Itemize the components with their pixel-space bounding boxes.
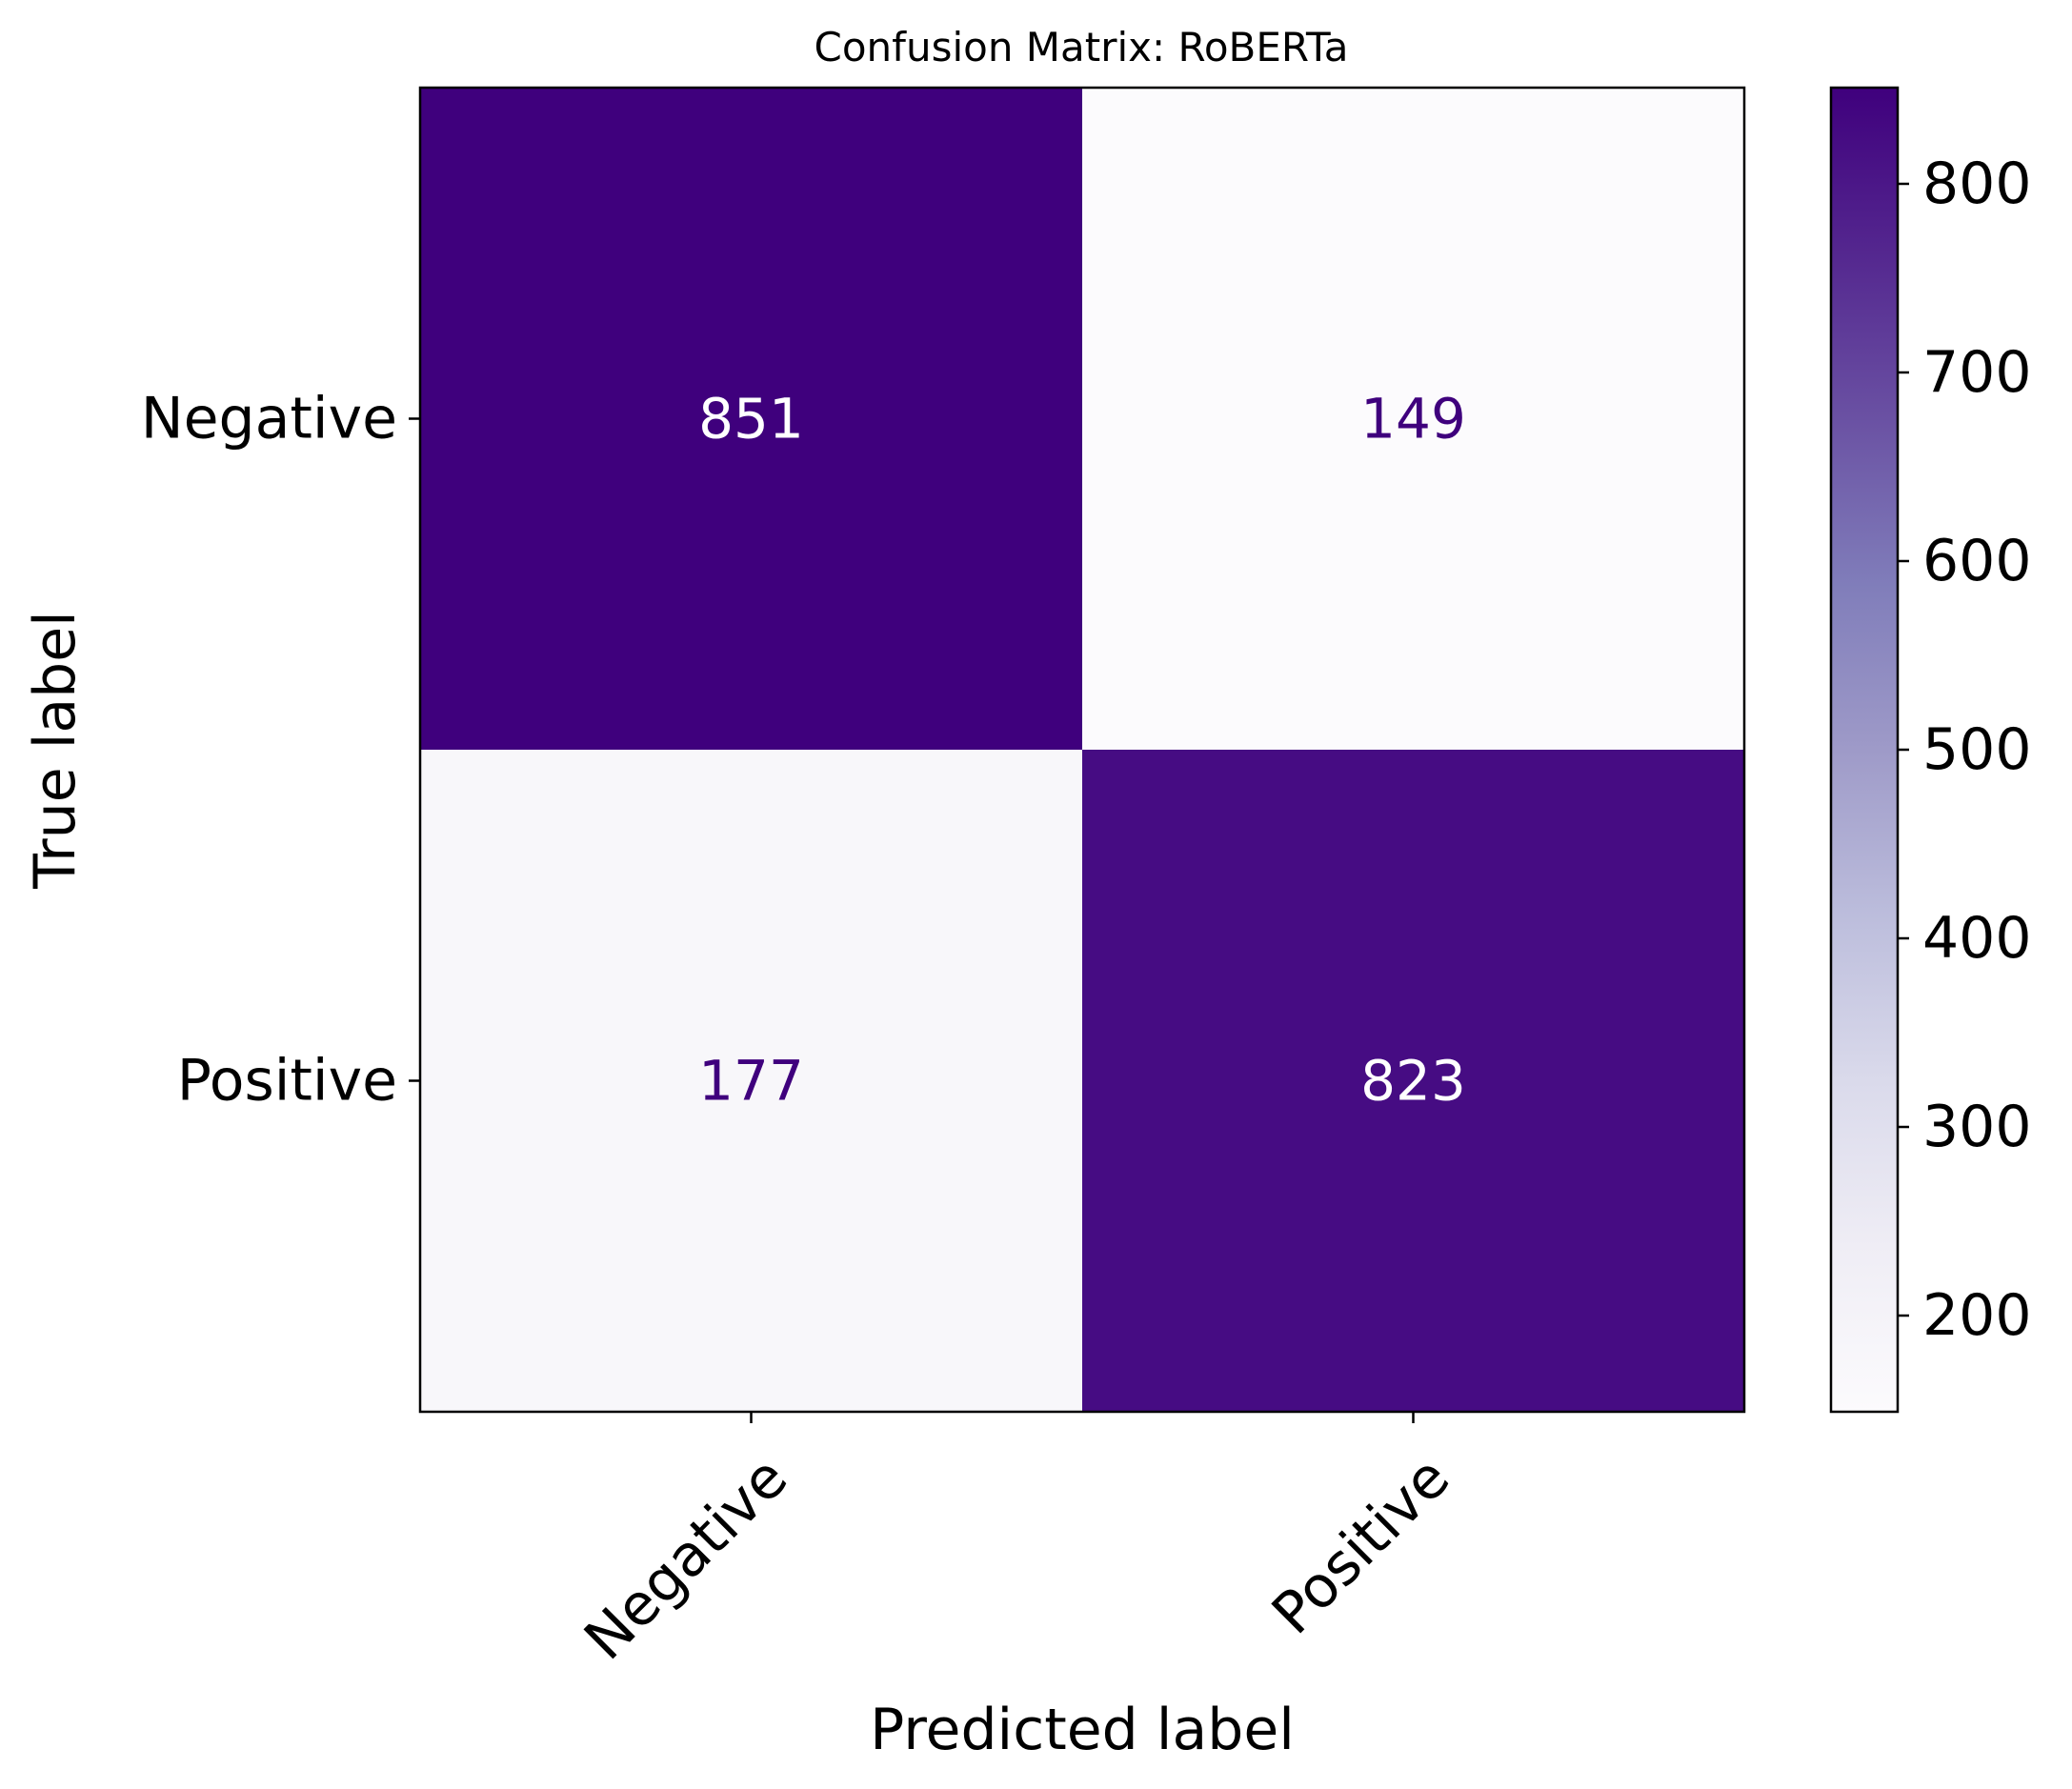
heatmap-cell bbox=[1082, 750, 1745, 1413]
colorbar-tick-label: 800 bbox=[1922, 151, 2032, 217]
cell-value-label: 823 bbox=[1360, 1049, 1466, 1114]
heatmap-cell bbox=[1082, 88, 1745, 751]
x-axis-ticks: Negative Positive bbox=[572, 1412, 1462, 1673]
heatmap-cell-labels: 851 149 177 823 bbox=[698, 387, 1466, 1114]
heatmap-cells bbox=[420, 88, 1745, 1413]
colorbar-tick-label: 300 bbox=[1922, 1094, 2032, 1160]
plot-frame bbox=[418, 86, 1746, 1414]
y-tick-label: Positive bbox=[177, 1048, 397, 1115]
heatmap-cell bbox=[420, 88, 1083, 751]
colorbar-tick-label: 600 bbox=[1922, 528, 2032, 594]
x-tick-label: Positive bbox=[1259, 1444, 1462, 1647]
colorbar-tick-label: 500 bbox=[1922, 716, 2032, 783]
heatmap-cell bbox=[420, 750, 1083, 1413]
x-tick-label: Negative bbox=[572, 1444, 800, 1673]
colorbar-tick-label: 400 bbox=[1922, 905, 2032, 972]
y-axis-title: True label bbox=[22, 611, 89, 890]
y-axis-ticks: Negative Positive bbox=[141, 386, 420, 1115]
chart-title: Confusion Matrix: RoBERTa bbox=[815, 24, 1349, 70]
y-tick-label: Negative bbox=[141, 386, 397, 452]
cell-value-label: 851 bbox=[698, 387, 804, 452]
colorbar-tick-label: 700 bbox=[1922, 339, 2032, 406]
x-axis-title: Predicted label bbox=[870, 1697, 1295, 1763]
cell-value-label: 177 bbox=[698, 1049, 804, 1114]
colorbar bbox=[1829, 86, 1900, 1414]
cell-value-label: 149 bbox=[1360, 387, 1466, 452]
colorbar-tick-label: 200 bbox=[1922, 1282, 2032, 1349]
colorbar-ticks: 200 300 400 500 600 700 800 bbox=[1898, 151, 2032, 1349]
